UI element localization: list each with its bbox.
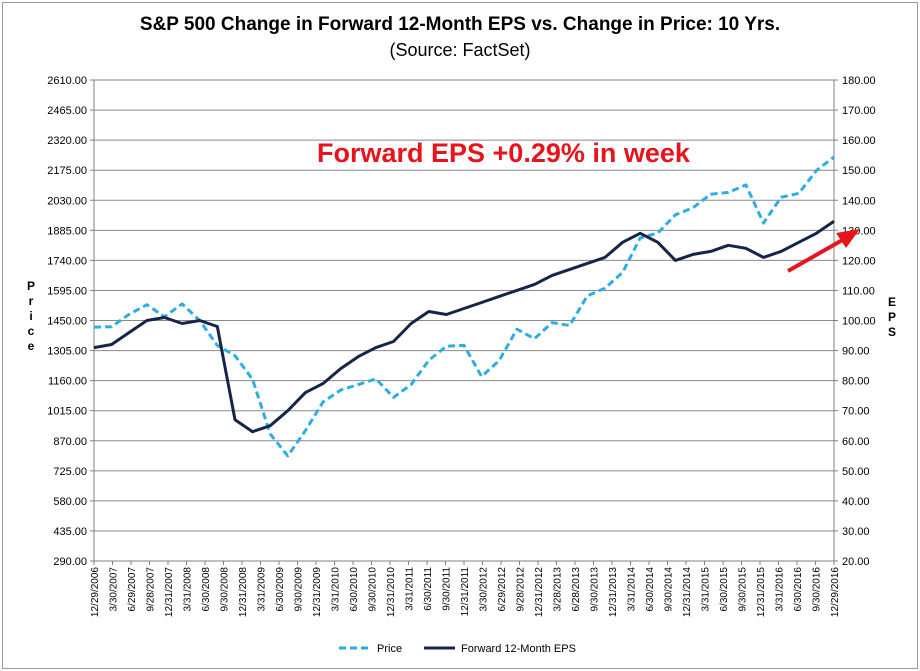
x-tick-label: 9/30/2011 — [442, 567, 453, 611]
left-tick-label: 2030.00 — [47, 195, 87, 207]
x-tick-label: 3/31/2016 — [775, 567, 786, 612]
right-tick-label: 100.00 — [842, 316, 876, 328]
x-tick-label: 12/31/2007 — [164, 567, 175, 617]
left-tick-label: 2320.00 — [47, 135, 87, 147]
x-tick-label: 6/30/2015 — [719, 567, 730, 612]
x-tick-label: 3/31/2010 — [331, 567, 342, 612]
x-tick-label: 12/29/2016 — [830, 567, 841, 617]
x-tick-label: 9/30/2010 — [368, 567, 379, 612]
x-tick-label: 12/29/2006 — [90, 567, 101, 617]
annotation-arrow — [787, 229, 860, 273]
x-tick-label: 3/28/2013 — [553, 567, 564, 612]
right-axis-label: EPS — [888, 295, 896, 339]
right-axis: 180.00170.00160.00150.00140.00130.00120.… — [834, 75, 876, 568]
right-axis-label-char: E — [888, 295, 896, 309]
eps-series-line — [93, 220, 835, 434]
left-tick-label: 1305.00 — [47, 346, 87, 358]
right-tick-label: 60.00 — [842, 436, 870, 448]
x-tick-label: 6/30/2010 — [349, 567, 360, 612]
x-tick-label: 3/31/2008 — [183, 567, 194, 612]
chart-subtitle: (Source: FactSet) — [389, 40, 531, 60]
legend-price-label: Price — [377, 643, 402, 655]
right-tick-label: 150.00 — [842, 165, 876, 177]
x-tick-label: 3/31/2011 — [405, 567, 416, 611]
right-tick-label: 110.00 — [842, 285, 875, 297]
annotation-text: Forward EPS +0.29% in week — [317, 138, 691, 168]
x-tick-label: 6/30/2009 — [275, 567, 286, 612]
left-tick-label: 2465.00 — [47, 105, 87, 117]
right-axis-label-char: P — [888, 310, 896, 324]
x-tick-label: 9/30/2014 — [664, 567, 675, 612]
right-tick-label: 120.00 — [842, 255, 876, 267]
chart-title: S&P 500 Change in Forward 12-Month EPS v… — [139, 14, 781, 35]
right-axis-label-char: S — [888, 325, 896, 339]
left-axis-label-char: i — [29, 309, 32, 323]
x-tick-label: 12/31/2015 — [756, 567, 767, 617]
right-tick-label: 40.00 — [842, 496, 870, 508]
legend-eps-label: Forward 12-Month EPS — [461, 643, 576, 655]
x-tick-label: 12/31/2009 — [312, 567, 323, 617]
left-tick-label: 2175.00 — [47, 165, 87, 177]
left-tick-label: 1015.00 — [47, 406, 87, 418]
x-tick-label: 9/28/2007 — [146, 567, 157, 612]
left-axis-label-char: r — [29, 294, 34, 308]
x-tick-label: 9/30/2016 — [812, 567, 823, 612]
right-tick-label: 170.00 — [842, 105, 876, 117]
left-tick-label: 1740.00 — [47, 255, 87, 267]
price-series-line — [93, 155, 835, 458]
right-tick-label: 80.00 — [842, 376, 870, 388]
x-tick-label: 3/30/2007 — [109, 567, 120, 612]
right-tick-label: 140.00 — [842, 195, 876, 207]
x-tick-label: 9/30/2015 — [738, 567, 749, 612]
x-tick-label: 9/30/2008 — [220, 567, 231, 612]
right-tick-label: 70.00 — [842, 406, 870, 418]
x-tick-label: 6/29/2012 — [497, 567, 508, 612]
right-tick-label: 20.00 — [842, 556, 870, 568]
left-tick-label: 435.00 — [53, 526, 87, 538]
x-tick-label: 12/31/2008 — [238, 567, 249, 617]
x-tick-label: 6/28/2013 — [571, 567, 582, 612]
left-tick-label: 870.00 — [53, 436, 87, 448]
left-tick-label: 580.00 — [53, 496, 87, 508]
x-tick-label: 9/28/2012 — [516, 567, 527, 612]
left-tick-label: 725.00 — [53, 466, 87, 478]
right-tick-label: 50.00 — [842, 466, 870, 478]
left-axis-label: Price — [27, 279, 35, 353]
left-axis-label-char: c — [28, 324, 35, 338]
x-tick-label: 6/30/2008 — [201, 567, 212, 612]
left-tick-label: 1595.00 — [47, 285, 87, 297]
x-tick-label: 12/31/2013 — [608, 567, 619, 617]
x-tick-label: 3/30/2012 — [479, 567, 490, 612]
x-tick-label: 12/31/2014 — [682, 567, 693, 617]
x-tick-label: 12/31/2012 — [534, 567, 545, 617]
left-axis: 2610.00 2465.00 2320.00 2175.00 2030.00 1885.… — [47, 75, 94, 568]
x-tick-label: 9/30/2013 — [590, 567, 601, 612]
left-axis-label-char: e — [28, 339, 35, 353]
left-axis-label-char: P — [27, 279, 35, 293]
left-tick-label: 2610.00 — [47, 75, 87, 87]
x-tick-label: 12/31/2011 — [460, 567, 471, 617]
series-lines — [93, 155, 835, 458]
left-tick-label: 1160.00 — [48, 376, 87, 388]
x-tick-label: 6/30/2014 — [645, 567, 656, 612]
x-tick-label: 3/31/2015 — [701, 567, 712, 612]
x-tick-label: 6/30/2011 — [423, 567, 434, 611]
x-tick-label: 3/31/2014 — [627, 567, 638, 612]
right-tick-label: 160.00 — [842, 135, 876, 147]
x-tick-label: 12/31/2010 — [386, 567, 397, 617]
left-tick-label: 1450.00 — [47, 316, 87, 328]
right-tick-label: 30.00 — [842, 526, 870, 538]
legend: Price Forward 12-Month EPS — [339, 643, 576, 655]
x-tick-label: 6/30/2016 — [793, 567, 804, 612]
x-tick-label: 3/31/2009 — [257, 567, 268, 612]
left-tick-label: 290.00 — [53, 556, 87, 568]
x-tick-label: 6/29/2007 — [127, 567, 138, 612]
right-tick-label: 90.00 — [842, 346, 870, 358]
x-axis: 12/29/2006 3/30/2007 6/29/2007 9/28/2007 12/… — [90, 561, 841, 617]
x-tick-label: 9/30/2009 — [294, 567, 305, 612]
right-tick-label: 180.00 — [842, 75, 876, 87]
left-tick-label: 1885.00 — [47, 225, 87, 237]
